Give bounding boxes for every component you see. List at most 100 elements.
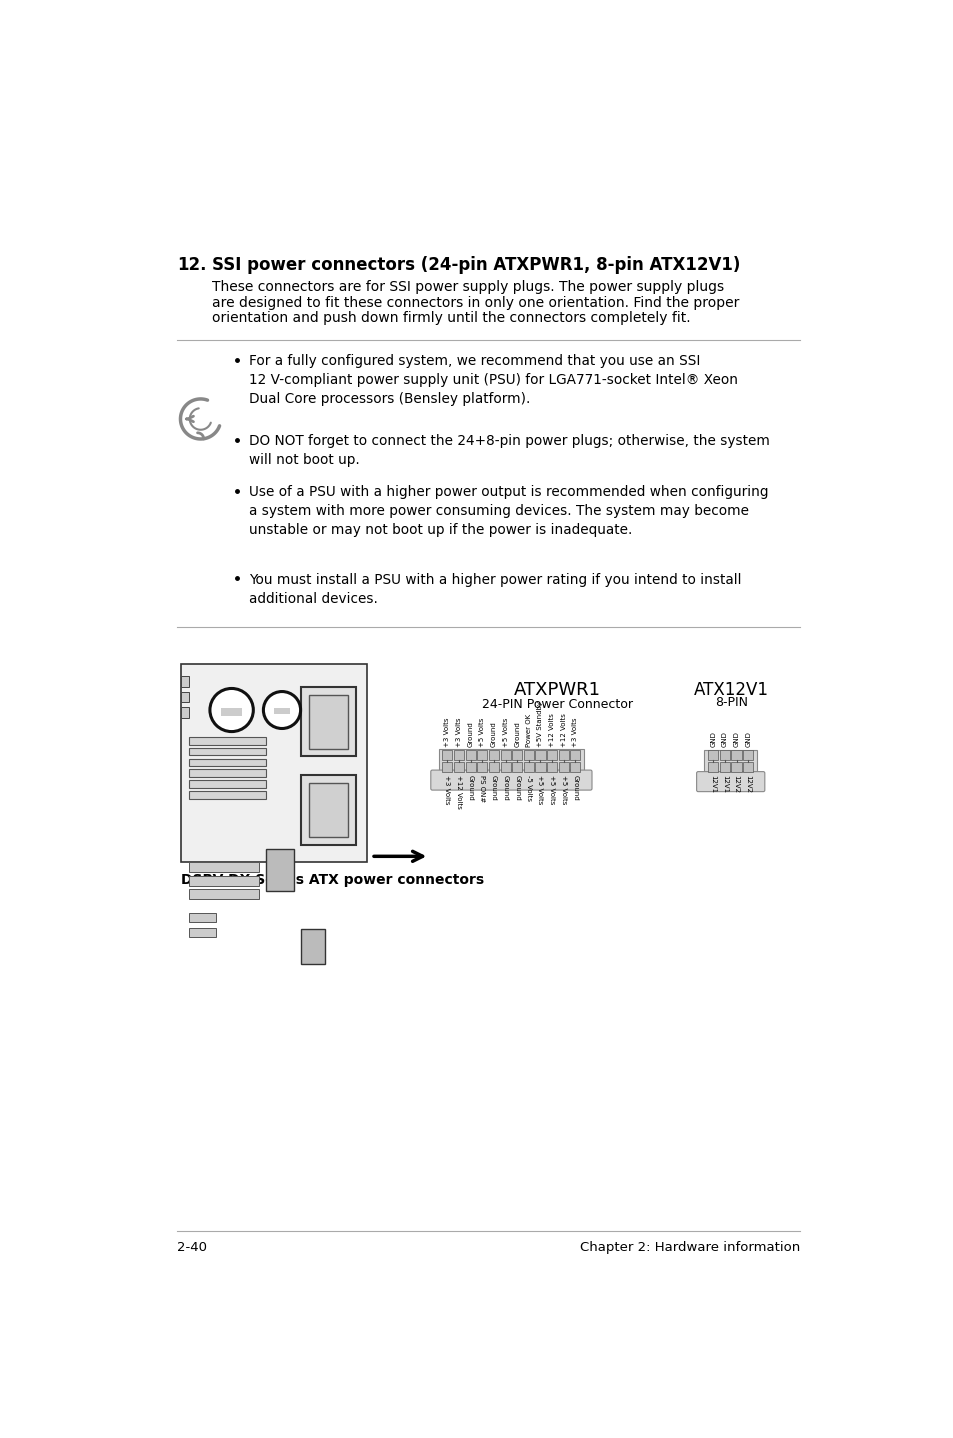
Text: GND: GND [710, 731, 716, 746]
Bar [731, 762, 740, 772]
Text: 12V1: 12V1 [710, 775, 716, 792]
Bar [476, 751, 487, 761]
Text: +5V Standby: +5V Standby [537, 700, 543, 746]
Bar [742, 751, 753, 761]
Bar [707, 762, 718, 772]
Bar [703, 751, 757, 775]
Bar [500, 751, 510, 761]
Bar [189, 890, 258, 899]
Text: For a fully configured system, we recommend that you use an SSI
12 V-compliant p: For a fully configured system, we recomm… [249, 354, 738, 406]
Bar [720, 762, 729, 772]
Text: 12V2: 12V2 [733, 775, 739, 792]
Text: +12 Volts: +12 Volts [456, 775, 461, 808]
Bar [189, 736, 266, 745]
Bar [181, 707, 189, 718]
Bar [189, 758, 266, 766]
Bar [189, 876, 258, 886]
Text: Chapter 2: Hardware information: Chapter 2: Hardware information [579, 1241, 800, 1254]
Text: +3 Volts: +3 Volts [444, 775, 450, 804]
Text: SSI power connectors (24-pin ATXPWR1, 8-pin ATX12V1): SSI power connectors (24-pin ATXPWR1, 8-… [212, 256, 740, 273]
Text: ATXPWR1: ATXPWR1 [513, 680, 600, 699]
Text: +5 Volts: +5 Volts [502, 718, 508, 746]
Circle shape [210, 689, 253, 732]
Text: -5 Volts: -5 Volts [525, 775, 531, 801]
Bar [742, 762, 753, 772]
Text: 12.: 12. [177, 256, 207, 273]
Bar [220, 709, 242, 716]
Bar [523, 762, 534, 772]
Text: Ground: Ground [572, 775, 578, 801]
Bar [488, 762, 498, 772]
Bar [454, 762, 464, 772]
Text: +5 Volts: +5 Volts [537, 775, 543, 804]
Bar [570, 751, 579, 761]
Text: Ground: Ground [491, 775, 497, 801]
FancyBboxPatch shape [431, 771, 592, 789]
Bar [454, 751, 464, 761]
Text: 24-PIN Power Connector: 24-PIN Power Connector [481, 697, 632, 710]
Bar [546, 751, 557, 761]
Text: Ground: Ground [467, 775, 474, 801]
Bar [476, 762, 487, 772]
Text: are designed to fit these connectors in only one orientation. Find the proper: are designed to fit these connectors in … [212, 296, 739, 309]
Bar [189, 779, 266, 788]
Bar [535, 751, 545, 761]
Bar [189, 791, 266, 798]
Bar [181, 692, 189, 702]
Text: GND: GND [733, 731, 739, 746]
Text: Ground: Ground [491, 722, 497, 746]
Bar [465, 762, 476, 772]
Text: DO NOT forget to connect the 24+8-pin power plugs; otherwise, the system
will no: DO NOT forget to connect the 24+8-pin po… [249, 434, 769, 467]
Bar [731, 751, 740, 761]
Bar [309, 695, 348, 749]
Text: DSBV-DX Series ATX power connectors: DSBV-DX Series ATX power connectors [181, 873, 484, 887]
Bar [189, 913, 216, 922]
Text: Ground: Ground [502, 775, 508, 801]
Text: +5 Volts: +5 Volts [478, 718, 485, 746]
Bar [558, 751, 568, 761]
Bar [720, 751, 729, 761]
Bar [707, 751, 718, 761]
Bar [465, 751, 476, 761]
Bar [274, 707, 290, 713]
Text: Ground: Ground [514, 775, 519, 801]
Text: 8-PIN: 8-PIN [714, 696, 747, 709]
Text: GND: GND [744, 731, 750, 746]
Bar [442, 762, 452, 772]
Bar [189, 861, 258, 871]
Text: +12 Volts: +12 Volts [560, 713, 566, 746]
Text: 2-40: 2-40 [177, 1241, 207, 1254]
Bar [189, 769, 266, 777]
Bar [558, 762, 568, 772]
Text: +3 Volts: +3 Volts [572, 718, 578, 746]
Text: +5 Volts: +5 Volts [560, 775, 566, 804]
Bar [301, 929, 324, 963]
Bar [523, 751, 534, 761]
Bar [309, 784, 348, 837]
Bar [442, 751, 452, 761]
Bar [181, 664, 367, 861]
Text: GND: GND [721, 731, 727, 746]
Bar [438, 749, 583, 774]
Text: ATX12V1: ATX12V1 [693, 680, 768, 699]
Text: +3 Volts: +3 Volts [456, 718, 461, 746]
Text: +5 Volts: +5 Volts [549, 775, 555, 804]
Text: Use of a PSU with a higher power output is recommended when configuring
a system: Use of a PSU with a higher power output … [249, 485, 768, 536]
Bar [488, 751, 498, 761]
Text: 12V2: 12V2 [744, 775, 750, 792]
Text: You must install a PSU with a higher power rating if you intend to install
addit: You must install a PSU with a higher pow… [249, 572, 741, 605]
Bar [189, 928, 216, 938]
Bar [500, 762, 510, 772]
Text: Ground: Ground [467, 722, 474, 746]
Bar [189, 748, 266, 755]
Text: orientation and push down firmly until the connectors completely fit.: orientation and push down firmly until t… [212, 311, 690, 325]
Text: Ground: Ground [514, 722, 519, 746]
Text: +12 Volts: +12 Volts [549, 713, 555, 746]
Text: 12V1: 12V1 [721, 775, 727, 792]
FancyBboxPatch shape [696, 772, 764, 792]
Text: These connectors are for SSI power supply plugs. The power supply plugs: These connectors are for SSI power suppl… [212, 280, 723, 295]
Bar [512, 751, 521, 761]
Text: +3 Volts: +3 Volts [444, 718, 450, 746]
Text: Power OK: Power OK [525, 713, 531, 746]
Bar [181, 676, 189, 687]
